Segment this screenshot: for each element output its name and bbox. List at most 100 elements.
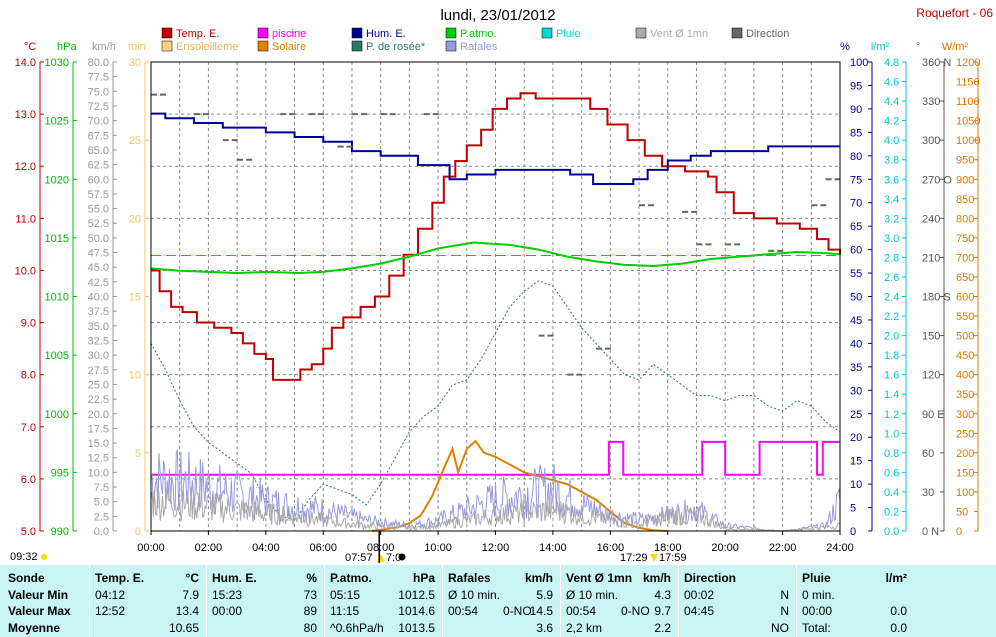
rain-unit: l/m² [885, 571, 907, 585]
axis-unit-hum: % [840, 41, 850, 53]
sunrise-alt-time: 7:0 [386, 552, 401, 564]
dir-heading: Direction [684, 571, 737, 585]
time-markers: 09:32 07:57 7:0 17:29 17:59 [10, 531, 687, 564]
axis-tick-label-solar: 0 [956, 526, 962, 538]
press-avg: 1013.5 [398, 620, 435, 635]
axis-tick-label-rain: 0.8 [884, 448, 899, 460]
axis-tick-label-press: 1015 [45, 233, 69, 245]
gust-max-dir: 0-NO [503, 604, 532, 618]
axis-tick-label-wind: 52.5 [88, 218, 109, 230]
axis-tick-label-rain: 0.4 [884, 487, 899, 499]
stats-panel: Sonde Valeur Min Valeur Max Moyenne Temp… [0, 565, 996, 637]
axis-tick-label-min: 15 [129, 292, 141, 304]
axis-tick-label-hum: 75 [850, 174, 862, 186]
axis-tick-label-temp: 8.0 [21, 370, 36, 382]
axis-tick-label-press: 990 [51, 526, 69, 538]
axis-tick-label-wind: 0.0 [94, 526, 109, 538]
wind-unit: km/h [642, 571, 671, 585]
axis-tick-label-hum: 70 [850, 198, 862, 210]
legend-swatch [635, 27, 647, 39]
axis-tick-label-press: 1010 [45, 292, 69, 304]
axis-tick-label-temp: 13.0 [15, 109, 36, 121]
stats-temp: Temp. E. °C 04:12 7.9 12:52 13.4 10.65 [95, 570, 199, 636]
hum-min: 73 [303, 587, 317, 602]
press-heading: P.atmo. [330, 571, 372, 585]
x-tick-label: 24:00 [826, 542, 854, 554]
axis-tick-label-solar: 150 [956, 467, 974, 479]
legend-swatch [161, 27, 173, 39]
stats-dir: Direction 00:02 N 04:45 N NO [684, 570, 789, 636]
wind-max-dir: 0-NO [621, 604, 650, 618]
axis-tick-label-wind: 47.5 [88, 248, 109, 260]
axis-tick-label-wind: 77.5 [88, 72, 109, 84]
legend-label: Rafales [460, 41, 498, 53]
axis-tick-label-rain: 3.8 [884, 155, 899, 167]
axis-tick-label-temp: 5.0 [21, 526, 36, 538]
axis-tick-label-solar: 100 [956, 487, 974, 499]
axis-tick-label-wind: 40.0 [88, 292, 109, 304]
axis-tick-label-wind: 27.5 [88, 365, 109, 377]
axis-tick-label-wind: 50.0 [88, 233, 109, 245]
x-tick-label: 18:00 [654, 542, 682, 554]
axis-tick-label-wind: 25.0 [88, 379, 109, 391]
axis-tick-label-solar: 750 [956, 233, 974, 245]
gust-max: 14.5 [529, 604, 553, 618]
hum-unit: % [306, 571, 317, 585]
axis-tick-label-rain: 2.0 [884, 331, 899, 343]
dir-max-time: 04:45 [684, 604, 715, 618]
axis-tick-label-press: 1000 [45, 409, 69, 421]
axis-tick-label-min: 25 [129, 135, 141, 147]
hum-min-time: 15:23 [212, 587, 243, 602]
axis-tick-label-solar: 300 [956, 409, 974, 421]
press-max-time: 11:15 [330, 604, 360, 618]
axis-tick-label-hum: 85 [850, 127, 862, 139]
axis-tick-label-press: 1030 [45, 57, 69, 69]
axis-tick-label-wind: 45.0 [88, 262, 109, 274]
axis-tick-label-dir: 300 [922, 135, 940, 147]
sun-icon [41, 554, 47, 560]
axis-tick-label-temp: 12.0 [15, 161, 36, 173]
label-sonde: Sonde [8, 571, 45, 585]
legend-swatch [731, 27, 743, 39]
axis-tick-label-hum: 95 [850, 80, 862, 92]
legend-swatch [351, 40, 363, 52]
label-min: Valeur Min [8, 587, 69, 602]
legend-swatch [445, 27, 457, 39]
temp-min: 7.9 [182, 587, 199, 602]
press-trend: ^0.6hPa/h [330, 620, 384, 635]
axis-tick-label-solar: 350 [956, 389, 974, 401]
legend-swatch [351, 27, 363, 39]
dir-avg: NO [771, 620, 789, 635]
axis-tick-label-solar: 900 [956, 174, 974, 186]
axis-unit-solar: W/m² [942, 41, 969, 53]
axis-tick-label-wind: 72.5 [88, 101, 109, 113]
axis-tick-label-solar: 450 [956, 350, 974, 362]
axis-tick-label-solar: 1100 [956, 96, 980, 108]
axis-tick-label-solar: 850 [956, 194, 974, 206]
axis-tick-label-hum: 25 [850, 409, 862, 421]
axis-unit-rain: l/m² [871, 41, 890, 53]
axis-tick-label-press: 1020 [45, 174, 69, 186]
wind-heading: Vent Ø 1mn [566, 571, 633, 585]
weather-chart: 00:00 02:00 04:00 06:00 08:00 10:00 12:00 14:00… [10, 6, 994, 564]
axis-tick-label-wind: 37.5 [88, 306, 109, 318]
station-name: Roquefort - 06 [916, 6, 993, 20]
axis-tick-label-hum: 90 [850, 104, 862, 116]
legend-label: Pluie [556, 28, 580, 40]
rain-total-label: Total: [802, 620, 831, 635]
series-hum-e- [151, 112, 840, 185]
axis-tick-label-rain: 1.2 [884, 409, 899, 421]
axis-tick-label-wind: 20.0 [88, 409, 109, 421]
legend-swatch [541, 27, 553, 39]
hum-max: 89 [303, 604, 317, 618]
axis-tick-label-dir: 30 [922, 487, 934, 499]
axis-tick-label-wind: 15.0 [88, 438, 109, 450]
axis-tick-label-hum: 45 [850, 315, 862, 327]
axis-tick-label-wind: 5.0 [94, 497, 109, 509]
axis-tick-label-solar: 1050 [956, 116, 980, 128]
gust-avg: 3.6 [536, 620, 553, 635]
axis-tick-label-solar: 200 [956, 448, 974, 460]
axis-tick-label-wind: 30.0 [88, 350, 109, 362]
x-tick-label: 08:00 [367, 542, 395, 554]
axis-tick-label-wind: 22.5 [88, 394, 109, 406]
